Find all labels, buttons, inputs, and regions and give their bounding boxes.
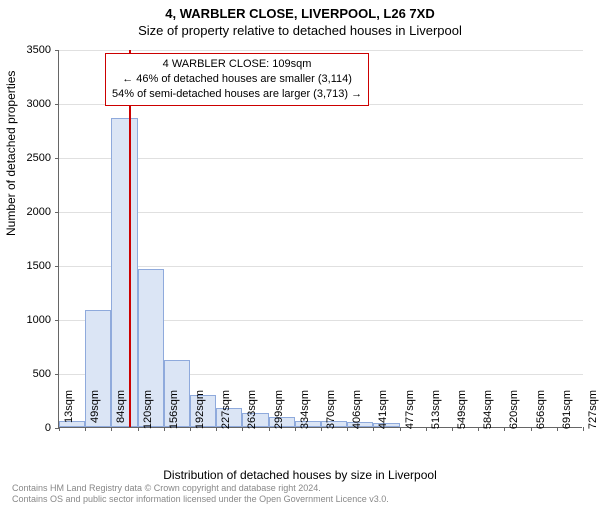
- gridline: [59, 212, 583, 213]
- gridline: [59, 266, 583, 267]
- chart-title-address: 4, WARBLER CLOSE, LIVERPOOL, L26 7XD: [0, 6, 600, 21]
- ytick-label: 0: [11, 422, 51, 434]
- gridline: [59, 50, 583, 51]
- xtick-mark: [242, 427, 243, 431]
- property-marker-line: [129, 50, 131, 427]
- xtick-mark: [138, 427, 139, 431]
- chart-subtitle: Size of property relative to detached ho…: [0, 23, 600, 38]
- xtick-label: 584sqm: [482, 390, 494, 434]
- info-line2: ← 46% of detached houses are smaller (3,…: [112, 72, 362, 87]
- xtick-label: 84sqm: [115, 390, 127, 434]
- ytick-label: 3000: [11, 98, 51, 110]
- ytick-label: 1000: [11, 314, 51, 326]
- xtick-label: 299sqm: [273, 390, 285, 434]
- xtick-mark: [190, 427, 191, 431]
- ytick-label: 2500: [11, 152, 51, 164]
- xtick-label: 477sqm: [404, 390, 416, 434]
- gridline: [59, 158, 583, 159]
- xtick-label: 513sqm: [430, 390, 442, 434]
- info-line3: 54% of semi-detached houses are larger (…: [112, 87, 362, 102]
- ytick-mark: [55, 212, 59, 213]
- xtick-mark: [504, 427, 505, 431]
- xtick-label: 120sqm: [142, 390, 154, 434]
- xtick-mark: [583, 427, 584, 431]
- xtick-label: 727sqm: [587, 390, 599, 434]
- ytick-mark: [55, 374, 59, 375]
- xtick-label: 441sqm: [377, 390, 389, 434]
- ytick-label: 500: [11, 368, 51, 380]
- xtick-label: 656sqm: [535, 390, 547, 434]
- xtick-mark: [347, 427, 348, 431]
- xtick-label: 549sqm: [456, 390, 468, 434]
- ytick-mark: [55, 50, 59, 51]
- xtick-label: 370sqm: [325, 390, 337, 434]
- xtick-mark: [426, 427, 427, 431]
- footer-attribution: Contains HM Land Registry data © Crown c…: [12, 483, 389, 504]
- ytick-label: 3500: [11, 44, 51, 56]
- xtick-label: 691sqm: [561, 390, 573, 434]
- xtick-mark: [295, 427, 296, 431]
- xtick-mark: [373, 427, 374, 431]
- xtick-label: 156sqm: [168, 390, 180, 434]
- property-info-box: 4 WARBLER CLOSE: 109sqm← 46% of detached…: [105, 53, 369, 106]
- xtick-label: 13sqm: [63, 390, 75, 434]
- xtick-label: 192sqm: [194, 390, 206, 434]
- xtick-mark: [216, 427, 217, 431]
- ytick-label: 1500: [11, 260, 51, 272]
- histogram-bar: [111, 118, 137, 427]
- xtick-label: 406sqm: [351, 390, 363, 434]
- xtick-label: 620sqm: [508, 390, 520, 434]
- plot-area: 050010001500200025003000350013sqm49sqm84…: [58, 50, 582, 428]
- footer-line1: Contains HM Land Registry data © Crown c…: [12, 483, 389, 493]
- xtick-label: 334sqm: [299, 390, 311, 434]
- chart-area: 050010001500200025003000350013sqm49sqm84…: [58, 50, 582, 428]
- ytick-label: 2000: [11, 206, 51, 218]
- xtick-label: 49sqm: [89, 390, 101, 434]
- ytick-mark: [55, 104, 59, 105]
- xtick-mark: [478, 427, 479, 431]
- xtick-mark: [321, 427, 322, 431]
- info-line1: 4 WARBLER CLOSE: 109sqm: [112, 57, 362, 72]
- xtick-mark: [400, 427, 401, 431]
- xtick-mark: [59, 427, 60, 431]
- xtick-mark: [452, 427, 453, 431]
- xtick-mark: [111, 427, 112, 431]
- xtick-mark: [269, 427, 270, 431]
- xtick-label: 227sqm: [220, 390, 232, 434]
- ytick-mark: [55, 158, 59, 159]
- ytick-mark: [55, 320, 59, 321]
- xtick-mark: [557, 427, 558, 431]
- ytick-mark: [55, 266, 59, 267]
- xtick-mark: [531, 427, 532, 431]
- xtick-mark: [164, 427, 165, 431]
- footer-line2: Contains OS and public sector informatio…: [12, 494, 389, 504]
- x-axis-label: Distribution of detached houses by size …: [0, 468, 600, 482]
- xtick-mark: [85, 427, 86, 431]
- xtick-label: 263sqm: [246, 390, 258, 434]
